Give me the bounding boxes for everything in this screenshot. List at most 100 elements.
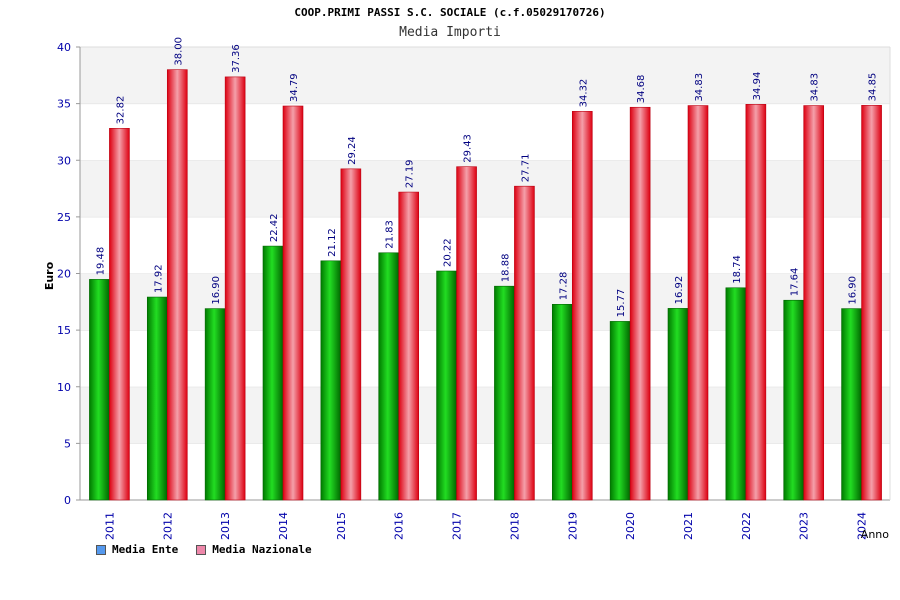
x-tick-label: 2017 (451, 512, 464, 540)
data-label: 18.74 (732, 255, 743, 284)
bar-media-nazionale (398, 191, 420, 501)
data-label: 38.00 (173, 37, 184, 66)
bar-media-nazionale (745, 104, 767, 501)
grid-band (80, 160, 890, 217)
grid-band (80, 47, 890, 104)
data-label: 34.68 (636, 75, 647, 104)
x-tick-label: 2011 (103, 512, 116, 540)
data-label: 34.32 (578, 79, 589, 108)
data-label: 20.22 (443, 238, 454, 267)
data-label: 22.42 (269, 213, 280, 242)
legend-swatch-media-nazionale (196, 544, 207, 555)
bar-media-ente (609, 321, 631, 501)
legend-label-media-nazionale: Media Nazionale (212, 543, 312, 556)
bar-media-ente (436, 270, 457, 501)
bar-media-nazionale (629, 106, 651, 501)
x-tick-label: 2015 (335, 512, 348, 540)
grid-band (80, 216, 890, 274)
x-tick-label: 2013 (219, 512, 232, 540)
data-label: 17.28 (558, 272, 569, 301)
data-label: 18.88 (500, 254, 511, 283)
bar-media-ente (783, 299, 805, 501)
data-label: 34.85 (868, 73, 879, 102)
bar-media-ente (725, 287, 747, 501)
y-tick-label: 5 (64, 437, 71, 450)
legend-swatch-media-ente (96, 544, 106, 555)
y-axis-label: Euro (43, 261, 56, 290)
y-tick-label: 35 (57, 98, 71, 111)
y-tick-label: 15 (57, 324, 71, 337)
bar-media-ente (841, 308, 862, 501)
legend-label-media-ente: Media Ente (112, 543, 179, 556)
data-label: 17.64 (790, 268, 801, 297)
data-label: 29.43 (463, 134, 474, 163)
bar-media-ente (494, 285, 515, 501)
data-label: 21.83 (385, 220, 396, 249)
bar-media-ente (378, 252, 400, 501)
bar-media-nazionale (456, 166, 477, 501)
x-tick-label: 2021 (682, 512, 695, 540)
grid-band (80, 386, 890, 444)
bar-media-nazionale (340, 168, 362, 501)
y-tick-label: 30 (57, 154, 71, 167)
bar-media-nazionale (861, 105, 882, 501)
x-tick-label: 2022 (740, 512, 753, 540)
x-tick-label: 2014 (277, 512, 290, 540)
bar-media-nazionale (166, 69, 188, 501)
data-label: 15.77 (616, 289, 627, 318)
data-label: 16.90 (211, 276, 222, 305)
grid-band (80, 273, 890, 331)
y-tick-label: 20 (57, 268, 71, 281)
legend-item-media-nazionale: Media Nazionale (196, 543, 312, 556)
bar-media-ente (667, 308, 689, 501)
data-label: 29.24 (347, 136, 358, 165)
x-tick-label: 2023 (798, 512, 811, 540)
data-label: 37.36 (231, 44, 242, 73)
chart-subtitle: Media Importi (399, 25, 501, 40)
grid-band (80, 443, 890, 500)
data-label: 34.83 (810, 73, 821, 102)
x-tick-label: 2024 (856, 512, 869, 540)
grid-band (80, 103, 890, 161)
data-label: 27.71 (520, 154, 531, 183)
bar-media-nazionale (109, 128, 130, 501)
bar-media-ente (89, 279, 110, 501)
x-tick-label: 2020 (624, 512, 637, 540)
data-label: 16.92 (674, 276, 685, 305)
data-label: 34.83 (694, 73, 705, 102)
data-label: 32.82 (115, 96, 126, 125)
x-tick-label: 2019 (566, 512, 579, 540)
data-label: 27.19 (405, 159, 416, 188)
bar-media-ente (146, 296, 168, 501)
x-tick-label: 2012 (161, 512, 174, 540)
bar-media-ente (262, 245, 284, 501)
y-tick-label: 0 (64, 494, 71, 507)
bar-media-ente (204, 308, 226, 501)
data-label: 16.90 (848, 276, 859, 305)
y-tick-label: 40 (57, 41, 71, 54)
x-tick-label: 2016 (393, 512, 406, 540)
y-tick-label: 10 (57, 381, 71, 394)
data-label: 34.79 (289, 73, 300, 102)
bar-media-nazionale (224, 76, 246, 501)
data-label: 19.48 (95, 247, 106, 276)
data-label: 34.94 (752, 72, 763, 101)
bar-media-ente (551, 304, 573, 501)
y-tick-label: 25 (57, 211, 71, 224)
bar-media-nazionale (803, 105, 825, 501)
data-label: 21.12 (327, 228, 338, 257)
bar-media-ente (320, 260, 342, 501)
data-label: 17.92 (153, 264, 164, 293)
x-tick-label: 2018 (508, 512, 521, 540)
bar-media-nazionale (282, 105, 304, 501)
chart-title: COOP.PRIMI PASSI S.C. SOCIALE (c.f.05029… (294, 6, 606, 19)
bar-media-nazionale (571, 111, 593, 501)
legend-item-media-ente: Media Ente (96, 543, 178, 556)
legend: Media Ente Media Nazionale (96, 543, 312, 556)
grid-band (80, 330, 890, 387)
bar-media-nazionale (687, 105, 709, 501)
bar-media-nazionale (514, 185, 535, 501)
x-axis-label: Anno (861, 528, 889, 541)
